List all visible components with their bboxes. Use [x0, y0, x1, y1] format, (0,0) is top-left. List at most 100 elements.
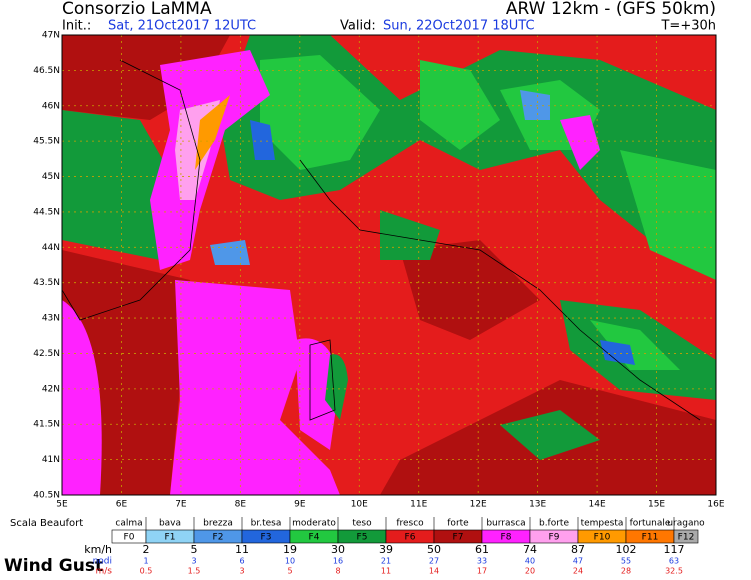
threshold-kmh: 117: [664, 543, 685, 556]
threshold-knots: 47: [573, 557, 583, 566]
lat-label: 42N: [42, 384, 60, 394]
threshold-kmh: 102: [616, 543, 637, 556]
class-code: F7: [453, 533, 464, 543]
class-name: teso: [352, 519, 372, 529]
class-name: calma: [115, 519, 142, 529]
lon-label: 5E: [56, 500, 68, 510]
threshold-kmh: 39: [379, 543, 393, 556]
init-time: Sat, 21Oct2017 12UTC: [108, 19, 256, 34]
threshold-knots: 6: [239, 557, 244, 566]
lat-label: 41N: [42, 455, 60, 465]
threshold-knots: 3: [191, 557, 196, 566]
threshold-ms: 14: [429, 567, 439, 576]
lon-label: 11E: [410, 500, 427, 510]
lat-label: 41.5N: [33, 420, 60, 430]
class-code: F1: [165, 533, 176, 543]
class-name: moderato: [292, 519, 336, 529]
lat-label: 46N: [42, 101, 60, 111]
threshold-knots: 10: [285, 557, 295, 566]
threshold-ms: 32.5: [665, 567, 683, 576]
threshold-ms: 8: [335, 567, 340, 576]
lon-label: 10E: [351, 500, 368, 510]
scale-title: Scala Beaufort: [10, 518, 83, 529]
threshold-kmh: 87: [571, 543, 585, 556]
threshold-knots: 40: [525, 557, 535, 566]
threshold-knots: 27: [429, 557, 439, 566]
lon-label: 14E: [589, 500, 606, 510]
class-name: bava: [159, 519, 181, 529]
class-code: F2: [213, 533, 224, 543]
unit-ms: m/s: [96, 567, 113, 577]
threshold-ms: 0.5: [140, 567, 153, 576]
lon-label: 8E: [235, 500, 247, 510]
threshold-ms: 1.5: [188, 567, 201, 576]
class-name: br.tesa: [251, 519, 282, 529]
class-name: burrasca: [486, 519, 525, 529]
lat-label: 45.5N: [33, 137, 60, 147]
class-code: F4: [309, 533, 320, 543]
threshold-kmh: 61: [475, 543, 489, 556]
valid-time: Sun, 22Oct2017 18UTC: [383, 19, 535, 34]
lon-label: 12E: [470, 500, 487, 510]
class-name: brezza: [203, 519, 233, 529]
lat-label: 45N: [42, 172, 60, 182]
class-swatch: [673, 529, 699, 544]
lat-label: 43.5N: [33, 278, 60, 288]
class-name: fortunale: [630, 519, 671, 529]
lon-label: 16E: [707, 500, 724, 510]
class-code: F0: [124, 533, 135, 543]
lat-label: 43N: [42, 314, 60, 324]
threshold-kmh: 74: [523, 543, 537, 556]
class-code: F10: [594, 533, 611, 543]
class-code: F5: [357, 533, 368, 543]
lon-label: 7E: [175, 500, 187, 510]
class-name: tempesta: [581, 519, 624, 529]
threshold-ms: 11: [381, 567, 391, 576]
lon-label: 15E: [648, 500, 665, 510]
threshold-kmh: 19: [283, 543, 297, 556]
threshold-ms: 5: [287, 567, 292, 576]
title: Consorzio LaMMA: [62, 0, 212, 19]
lat-label: 44N: [42, 243, 60, 253]
threshold-ms: 24: [573, 567, 583, 576]
threshold-ms: 28: [621, 567, 631, 576]
class-code: F8: [501, 533, 512, 543]
class-code: F6: [405, 533, 416, 543]
threshold-knots: 21: [381, 557, 391, 566]
lon-label: 13E: [529, 500, 546, 510]
class-code: F9: [549, 533, 560, 543]
map-frame: [61, 34, 717, 496]
wind-field: [62, 35, 716, 495]
lat-label: 46.5N: [33, 66, 60, 76]
threshold-knots: 63: [669, 557, 679, 566]
threshold-ms: 20: [525, 567, 535, 576]
lat-label: 47N: [42, 31, 60, 41]
class-name: b.forte: [539, 519, 569, 529]
threshold-kmh: 2: [143, 543, 150, 556]
threshold-ms: 17: [477, 567, 487, 576]
threshold-kmh: 30: [331, 543, 345, 556]
class-name: forte: [447, 519, 469, 529]
init-label: Init.:: [62, 19, 91, 34]
class-code: F3: [261, 533, 272, 543]
model: ARW 12km - (GFS 50km): [506, 0, 716, 19]
threshold-knots: 1: [143, 557, 148, 566]
class-name: uragano: [667, 519, 705, 529]
lat-label: 44.5N: [33, 207, 60, 217]
lat-label: 40.5N: [33, 491, 60, 501]
valid-label: Valid:: [340, 19, 376, 34]
lon-label: 6E: [116, 500, 128, 510]
class-code: F12: [678, 533, 695, 543]
threshold-kmh: 11: [235, 543, 249, 556]
unit-knots: nodi: [93, 557, 112, 567]
lon-label: 9E: [294, 500, 306, 510]
threshold-ms: 3: [239, 567, 244, 576]
threshold-kmh: 50: [427, 543, 441, 556]
threshold-kmh: 5: [191, 543, 198, 556]
unit-kmh: km/h: [84, 543, 112, 556]
legend-title: Wind Gust: [4, 556, 103, 576]
lead-time: T=+30h: [660, 19, 716, 34]
threshold-knots: 55: [621, 557, 631, 566]
threshold-knots: 16: [333, 557, 343, 566]
